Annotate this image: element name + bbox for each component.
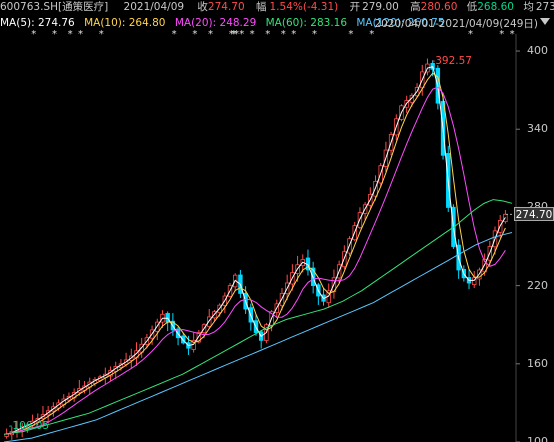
quote-date: 2021/04/09 xyxy=(123,1,185,13)
ma10-legend: MA(10): 264.80 xyxy=(84,17,166,29)
y-tick-label: 220 xyxy=(527,278,548,292)
ma10-line xyxy=(6,72,506,435)
event-star[interactable]: * xyxy=(192,29,198,40)
ma-legend: MA(5): 274.76 MA(10): 264.80 MA(20): 248… xyxy=(0,16,554,30)
event-star[interactable]: * xyxy=(265,29,271,40)
open-label: 开 xyxy=(349,1,361,13)
event-star[interactable]: * xyxy=(468,29,473,40)
event-star[interactable]: * xyxy=(291,29,297,40)
current-price-tag: 274.70 xyxy=(514,207,554,222)
low-label: 低 xyxy=(466,1,478,13)
ma20-line xyxy=(6,86,506,435)
open-value: 279.00 xyxy=(362,1,399,13)
ma120-legend: MA(120): 260.75 xyxy=(356,17,445,29)
event-star[interactable]: * xyxy=(208,29,213,40)
y-tick-label: 160 xyxy=(527,356,548,370)
event-star[interactable]: * xyxy=(52,29,57,40)
y-tick-label: 400 xyxy=(527,44,548,58)
ma60-legend: MA(60): 283.16 xyxy=(265,17,348,29)
high-label: 高 xyxy=(410,1,421,13)
avg-label: 均 xyxy=(523,1,534,13)
event-star[interactable]: * xyxy=(234,29,239,40)
candle-body xyxy=(196,332,202,343)
event-star[interactable]: * xyxy=(98,29,104,40)
close-value: 274.70 xyxy=(207,1,245,13)
quote-header: 600763.SH[通策医疗] 2021/04/09 收274.70 幅 1.54… xyxy=(0,0,554,14)
avg-value: 273.35 xyxy=(535,1,554,13)
event-star[interactable]: * xyxy=(67,29,73,40)
dropdown-icon[interactable] xyxy=(540,18,550,25)
low-value: 268.60 xyxy=(477,1,514,13)
event-star[interactable]: * xyxy=(499,29,505,40)
event-star[interactable]: * xyxy=(280,29,286,40)
event-star[interactable]: * xyxy=(171,29,177,40)
high-value: 280.60 xyxy=(420,1,458,13)
event-star[interactable]: * xyxy=(369,29,375,40)
high-marker-label: -392.57 xyxy=(431,54,472,67)
close-label: 收 xyxy=(197,1,208,13)
date-range[interactable]: 2020/04/01-2021/04/09(249日) xyxy=(374,18,538,30)
ma5-legend: MA(5): 274.76 xyxy=(0,17,75,29)
event-star[interactable]: * xyxy=(78,29,83,40)
low-marker-label: -106.05 xyxy=(8,420,50,433)
candle-body xyxy=(472,277,477,285)
event-star[interactable]: * xyxy=(509,29,515,40)
event-markers: * * * * * * * * * * * * * * * * * * * * * * xyxy=(0,30,520,40)
event-star[interactable]: * xyxy=(348,29,354,40)
ma120-line xyxy=(3,232,513,442)
change-label: 幅 xyxy=(256,1,267,13)
event-star[interactable]: * xyxy=(228,29,234,40)
event-star[interactable]: * xyxy=(31,29,37,40)
change-value: 1.54%(-4.31) xyxy=(269,1,339,13)
y-tick-label: 100 xyxy=(527,435,548,442)
event-star[interactable]: * xyxy=(231,29,237,40)
candle-body xyxy=(4,433,9,437)
event-star[interactable]: * xyxy=(249,29,255,40)
event-star[interactable]: * xyxy=(312,29,317,40)
stock-symbol[interactable]: 600763.SH[通策医疗] xyxy=(0,1,109,13)
event-star[interactable]: * xyxy=(239,29,245,40)
ma20-legend: MA(20): 248.29 xyxy=(174,17,257,29)
ma5-line xyxy=(6,66,506,435)
y-tick-label: 340 xyxy=(527,122,548,136)
candle-body xyxy=(409,94,415,103)
ma60-line xyxy=(3,199,513,435)
